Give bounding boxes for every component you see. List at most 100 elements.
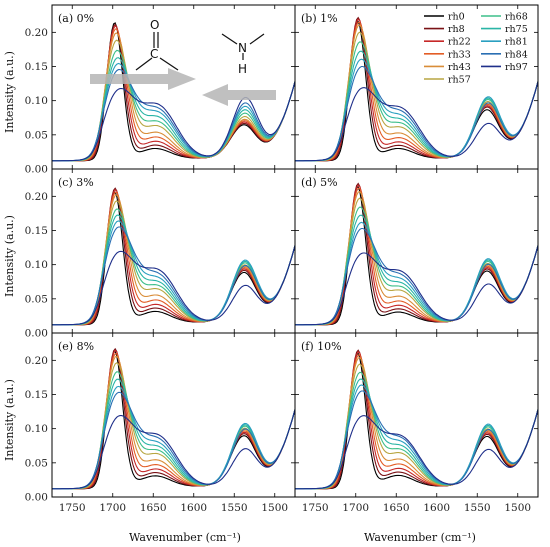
series-line-rh75	[52, 378, 295, 490]
series-line-rh33	[52, 191, 295, 326]
series-line-rh0	[52, 350, 295, 490]
x-axis-title-left: Wavenumber (cm⁻¹)	[129, 531, 241, 544]
x-tick-label: 1650	[140, 502, 167, 514]
legend-item-rh22: rh22	[424, 37, 471, 48]
panel-2: (b) 1%	[294, 4, 539, 170]
panel-label: (d) 5%	[301, 176, 338, 189]
plot-frame	[51, 168, 296, 334]
series-line-rh0	[295, 186, 538, 326]
x-tick-label: 1750	[302, 502, 329, 514]
x-tick-label: 1600	[180, 502, 207, 514]
plot-frame	[51, 332, 296, 498]
series-line-rh0	[52, 191, 295, 326]
chemical-structures: O C N H	[90, 18, 276, 106]
y-axis-title-top: Intensity (a.u.)	[3, 51, 16, 133]
y-tick-label: 0.20	[25, 191, 48, 203]
x-tick-label: 1700	[99, 502, 126, 514]
series-line-rh81	[52, 385, 295, 490]
series-line-rh22	[295, 350, 538, 490]
panel-label: (c) 3%	[58, 176, 94, 189]
legend-label: rh43	[448, 62, 471, 73]
x-tick-label: 1650	[383, 502, 410, 514]
panel-5: 1750 1700 1650 1600 1550 1500 0.00 0.05 0.10 0.15…	[25, 332, 296, 514]
x-tick-label: 1550	[221, 502, 248, 514]
panel-4: (d) 5%	[294, 168, 539, 334]
y-axis-title-middle: Intensity (a.u.)	[3, 215, 16, 297]
y-tick-label: 0.15	[25, 61, 48, 73]
legend-item-rh57: rh57	[424, 75, 471, 86]
series-line-rh33	[295, 354, 538, 490]
legend-item-rh43: rh43	[424, 62, 471, 73]
legend-item-rh0: rh0	[424, 12, 465, 23]
panel-6: 1750 1700 1650 1600 1550 1500 (f) 10%	[294, 332, 539, 514]
panel-label: (e) 8%	[58, 340, 94, 353]
legend-item-rh81: rh81	[481, 37, 528, 48]
series-line-rh84	[295, 65, 538, 162]
series-line-rh0	[295, 352, 538, 490]
panel-3: 0.00 0.05 0.10 0.15 0.20 (c) 3%	[25, 168, 296, 340]
series-line-rh84	[52, 68, 295, 162]
series-line-rh84	[295, 227, 538, 326]
y-tick-label: 0.00	[25, 328, 48, 340]
series-line-rh84	[295, 390, 538, 490]
series-line-rh97	[295, 245, 538, 326]
series-line-rh0	[295, 20, 538, 162]
series-group	[295, 349, 538, 490]
y-tick-label: 0.00	[25, 492, 48, 504]
y-tick-label: 0.05	[25, 457, 48, 469]
x-tick-label: 1750	[59, 502, 86, 514]
series-line-rh97	[295, 409, 538, 490]
series-line-rh43	[52, 32, 295, 162]
series-line-rh33	[52, 352, 295, 490]
series-line-rh75	[295, 50, 538, 162]
x-tick-label: 1500	[504, 502, 531, 514]
legend-label: rh22	[448, 37, 471, 48]
legend-item-rh33: rh33	[424, 49, 471, 60]
series-line-rh33	[295, 21, 538, 162]
carbonyl-carbon-label: C	[150, 47, 158, 61]
series-line-rh43	[295, 24, 538, 162]
series-line-rh43	[52, 355, 295, 490]
series-line-rh8	[295, 349, 538, 490]
series-group	[52, 347, 295, 490]
legend-label: rh33	[448, 49, 471, 60]
panel-label: (f) 10%	[301, 340, 342, 353]
series-line-rh22	[52, 188, 295, 326]
legend-label: rh8	[448, 24, 465, 35]
series-line-rh43	[295, 356, 538, 490]
series-line-rh43	[52, 194, 295, 326]
series-line-rh57	[295, 31, 538, 162]
series-line-rh75	[295, 378, 538, 490]
legend-label: rh81	[505, 37, 528, 48]
y-tick-label: 0.10	[25, 95, 48, 107]
plot-frame	[294, 4, 539, 170]
series-line-rh8	[52, 347, 295, 490]
series-line-rh84	[52, 226, 295, 326]
series-group	[52, 22, 295, 162]
panels-layer: 0.00 0.05 0.10 0.15 0.20 (a) 0% (b) 1% 0.00 0.05…	[25, 4, 539, 514]
series-line-rh33	[295, 187, 538, 326]
legend-item-rh97: rh97	[481, 62, 528, 73]
x-tick-label: 1700	[342, 502, 369, 514]
series-group	[52, 187, 295, 326]
y-tick-label: 0.05	[25, 129, 48, 141]
y-tick-label: 0.20	[25, 355, 48, 367]
y-tick-label: 0.05	[25, 293, 48, 305]
series-line-rh97	[295, 81, 538, 162]
series-line-rh22	[52, 25, 295, 162]
amine-bond-left	[221, 33, 238, 45]
series-line-rh97	[52, 81, 295, 162]
x-axis-title-right: Wavenumber (cm⁻¹)	[364, 531, 476, 544]
series-line-rh8	[52, 187, 295, 326]
carbonyl-bond-right	[159, 57, 179, 71]
legend-item-rh68: rh68	[481, 12, 528, 23]
x-tick-label: 1600	[423, 502, 450, 514]
series-line-rh22	[295, 18, 538, 162]
carbonyl-bond-left	[135, 57, 153, 71]
series-line-rh97	[52, 245, 295, 326]
y-axis-title-bottom: Intensity (a.u.)	[3, 379, 16, 461]
series-group	[295, 182, 538, 326]
series-line-rh57	[295, 197, 538, 326]
amine-nitrogen-label: N	[238, 41, 247, 55]
